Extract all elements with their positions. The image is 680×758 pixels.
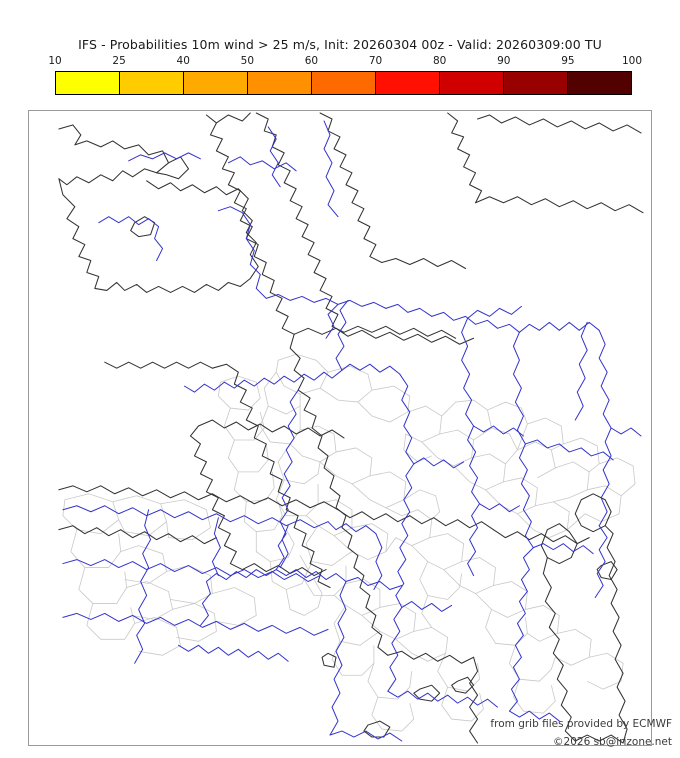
colorbar-swatch (504, 72, 568, 94)
colorbar-tick-label: 90 (497, 55, 511, 67)
map-graphic (58, 112, 644, 744)
map-panel[interactable] (28, 110, 652, 746)
colorbar-tick-label: 80 (432, 55, 447, 67)
colorbar-tick-label: 10 (48, 55, 62, 67)
colorbar-swatch (120, 72, 184, 94)
colorbar-tick-label: 60 (304, 55, 319, 67)
colorbar-tick-label: 95 (561, 55, 575, 67)
colorbar-tick-label: 100 (621, 55, 643, 67)
colorbar: 10 25 40 50 60 70 80 90 95 100 (48, 55, 642, 95)
colorbar-swatch (440, 72, 504, 94)
colorbar-swatch (568, 72, 631, 94)
colorbar-tick-label: 70 (368, 55, 383, 67)
page-title: IFS - Probabilities 10m wind > 25 m/s, I… (78, 37, 602, 52)
colorbar-tick-labels: 10 25 40 50 60 70 80 90 95 100 (48, 55, 642, 71)
source-credit: from grib files provided by ECMWF (490, 718, 672, 730)
colorbar-swatches (55, 71, 632, 95)
colorbar-tick-label: 25 (112, 55, 126, 67)
colorbar-tick-label: 50 (240, 55, 255, 67)
colorbar-tick-label: 40 (176, 55, 190, 67)
colorbar-swatch (56, 72, 120, 94)
rivers (62, 120, 642, 742)
admin-boundaries (62, 353, 636, 732)
coastlines (58, 112, 644, 744)
colorbar-swatch (376, 72, 440, 94)
colorbar-swatch (312, 72, 376, 94)
copyright-credit: ©2026 sb@irizone.net (553, 736, 672, 748)
colorbar-swatch (184, 72, 248, 94)
colorbar-swatch (248, 72, 312, 94)
